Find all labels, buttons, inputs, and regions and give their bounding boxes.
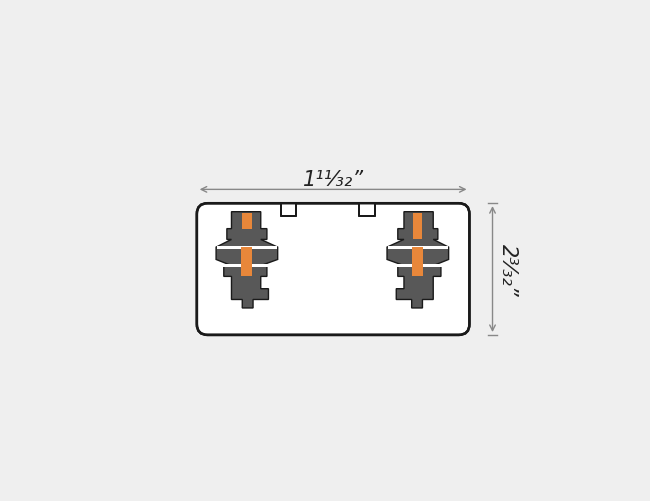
Bar	[217, 265, 277, 268]
Polygon shape	[216, 212, 278, 308]
FancyBboxPatch shape	[197, 204, 469, 335]
Bar	[281, 204, 296, 216]
Bar	[388, 265, 448, 268]
Bar	[242, 247, 252, 277]
Bar	[281, 204, 296, 216]
Bar	[388, 246, 448, 249]
Bar	[413, 247, 423, 277]
Bar	[359, 204, 374, 216]
Text: 1¹¹⁄₃₂”: 1¹¹⁄₃₂”	[302, 169, 364, 189]
Text: 2³⁄₃₂”: 2³⁄₃₂”	[498, 243, 518, 296]
Bar	[242, 214, 252, 229]
Bar	[413, 214, 423, 240]
Polygon shape	[387, 212, 448, 308]
Bar	[217, 246, 277, 249]
Bar	[359, 204, 374, 216]
